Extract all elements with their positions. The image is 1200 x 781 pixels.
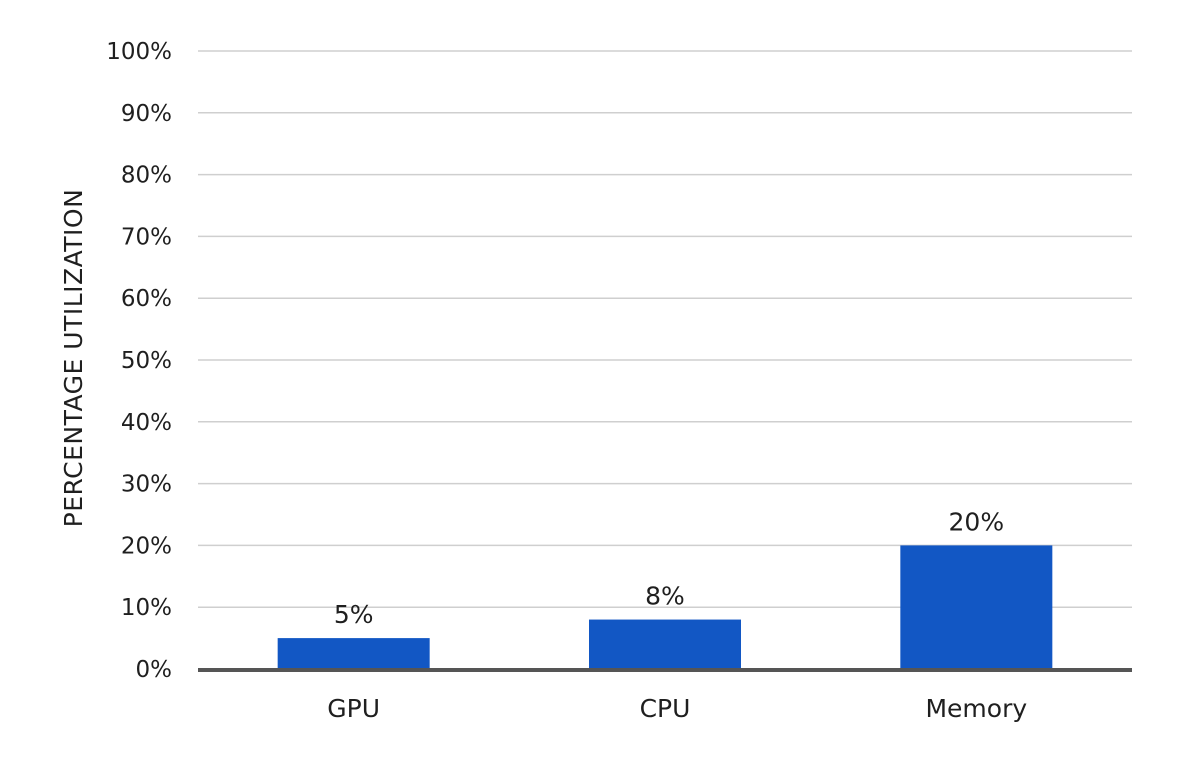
bars [277, 545, 1053, 669]
y-tick-label: 60% [121, 286, 172, 312]
y-tick-label: 30% [121, 472, 172, 498]
y-tick-label: 40% [121, 410, 172, 436]
y-tick-label: 100% [106, 39, 172, 65]
x-tick-label-gpu: GPU [327, 694, 380, 723]
y-axis-title: PERCENTAGE UTILIZATION [59, 189, 88, 528]
data-label-memory: 20% [949, 507, 1005, 536]
bar-cpu [589, 619, 741, 669]
x-tick-label-cpu: CPU [640, 694, 691, 723]
x-tick-label-memory: Memory [925, 694, 1027, 723]
x-axis-category-labels: GPU CPU Memory [327, 694, 1027, 723]
y-tick-label: 0% [136, 657, 173, 683]
y-tick-label: 80% [121, 163, 172, 189]
y-tick-label: 20% [121, 533, 172, 559]
y-tick-label: 50% [121, 348, 172, 374]
y-axis-tick-labels: 0% 10% 20% 30% 40% 50% 60% 70% 80% 90% 100% [106, 39, 172, 683]
data-label-gpu: 5% [334, 600, 374, 629]
y-tick-label: 90% [121, 101, 172, 127]
data-label-cpu: 8% [645, 582, 685, 611]
y-tick-label: 10% [121, 595, 172, 621]
data-labels: 5% 8% 20% [334, 507, 1004, 629]
gridlines [198, 50, 1132, 608]
bar-gpu [277, 638, 430, 669]
bar-memory [900, 545, 1053, 669]
y-tick-label: 70% [121, 224, 172, 250]
